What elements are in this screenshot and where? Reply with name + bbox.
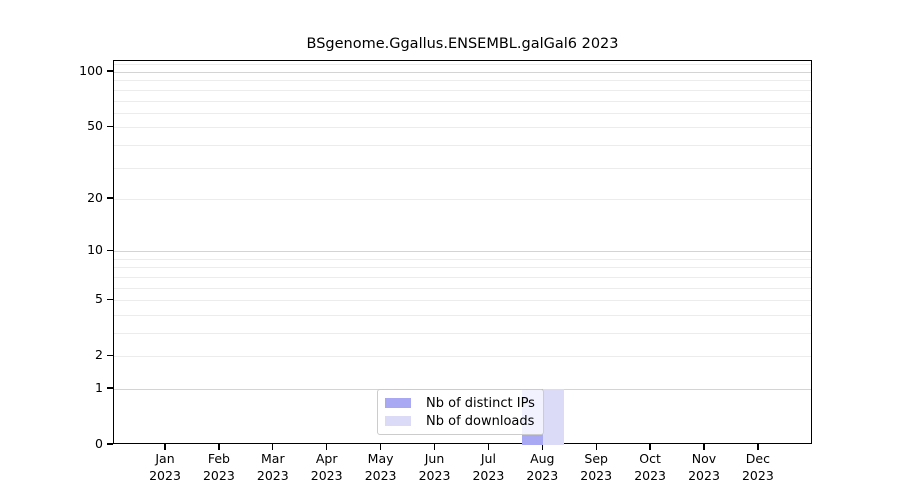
y-gridline-minor [114,144,811,146]
x-tick [164,444,166,450]
y-tick-label: 20 [87,189,103,205]
y-tick-label: 1 [95,380,103,395]
x-tick [433,444,436,450]
y-gridline-minor [114,287,811,289]
legend-label-downloads: Nb of downloads [426,413,535,429]
y-tick-label: 2 [95,347,103,363]
x-tick-label: Nov 2023 [688,451,720,483]
y-tick [107,354,113,356]
x-tick [487,444,490,450]
legend-swatch-distinct-ips [385,398,411,408]
y-tick-label: 100 [79,63,103,78]
x-tick [595,444,597,450]
y-gridline-minor [114,64,811,66]
x-tick [272,444,274,450]
x-tick-label: Dec 2023 [741,451,774,483]
y-tick-label: 10 [87,242,103,258]
y-gridline-minor [114,258,811,260]
y-tick-label: 5 [95,291,103,307]
y-gridline-minor [114,356,811,358]
y-gridline-minor [114,198,811,200]
y-gridline-minor [114,267,811,269]
x-tick [326,444,328,450]
x-tick [757,444,759,450]
x-tick-label: Sep 2023 [580,451,613,483]
y-gridline-minor [114,89,811,91]
y-tick [107,387,113,389]
y-tick-label: 50 [87,118,103,134]
y-gridline-minor [114,112,811,114]
chart-title: BSgenome.Ggallus.ENSEMBL.galGal6 2023 [306,36,619,52]
x-tick-label: Aug 2023 [526,451,559,483]
y-tick [107,443,113,445]
legend-item-distinct-ips: Nb of distinct IPs [385,394,535,412]
bar-downloads [543,389,565,445]
x-tick [380,444,382,450]
y-gridline-major [114,251,811,253]
x-tick-label: Jul 2023 [472,451,505,483]
y-gridline-minor [114,333,811,334]
x-tick [703,444,705,450]
y-tick [107,125,113,127]
y-gridline-minor [114,100,811,102]
y-gridline-major [114,72,811,73]
y-gridline-minor [114,314,811,316]
y-tick [107,70,113,72]
y-gridline-minor [114,300,811,302]
y-gridline-minor [114,127,811,129]
y-tick [107,197,113,199]
x-tick-label: Mar 2023 [256,451,289,483]
y-tick [107,249,113,251]
y-gridline-minor [114,167,811,169]
x-tick-label: May 2023 [364,451,397,483]
plot-area [113,60,812,445]
legend: Nb of distinct IPs Nb of downloads [377,389,544,435]
legend-item-downloads: Nb of downloads [385,412,535,430]
x-tick [541,444,543,450]
x-tick-label: Jun 2023 [418,451,451,483]
y-gridline-minor [114,276,811,278]
x-tick [218,444,220,450]
x-tick-label: Apr 2023 [310,451,343,483]
x-tick-label: Oct 2023 [634,451,666,483]
y-tick [107,298,113,300]
x-tick [649,444,651,450]
x-tick-label: Jan 2023 [149,451,181,483]
y-gridline-minor [114,80,811,82]
y-tick-label: 0 [95,436,103,451]
x-tick-label: Feb 2023 [202,451,235,483]
legend-swatch-downloads [385,416,411,426]
legend-label-distinct-ips: Nb of distinct IPs [426,395,535,411]
